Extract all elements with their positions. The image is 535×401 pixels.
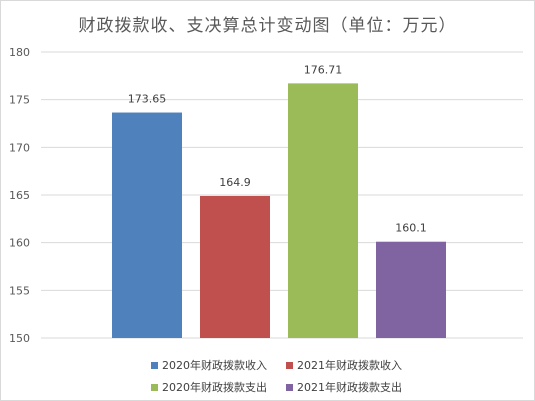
data-label-1: 173.65 — [128, 93, 167, 106]
data-label-4: 160.1 — [395, 222, 427, 235]
legend-label: 2020年财政拨款收入 — [162, 359, 267, 372]
legend-swatch — [151, 361, 158, 369]
legend: 2020年财政拨款收入 2021年财政拨款收入 2020年财政拨款支出 2021年财政… — [151, 357, 421, 395]
y-tick-label: 170 — [9, 141, 30, 154]
legend-label: 2020年财政拨款支出 — [162, 381, 267, 394]
legend-label: 2021年财政拨款收入 — [297, 359, 402, 372]
bar-1 — [112, 112, 182, 338]
bar-3 — [288, 83, 358, 338]
legend-swatch — [151, 383, 158, 391]
data-label-2: 164.9 — [219, 176, 251, 189]
y-tick-label: 150 — [9, 332, 30, 345]
y-tick-label: 175 — [9, 94, 30, 107]
chart-title: 财政拨款收、支决算总计变动图（单位：万元） — [78, 16, 457, 36]
y-tick-label: 155 — [9, 284, 30, 297]
y-tick-label: 165 — [9, 189, 30, 202]
legend-label: 2021年财政拨款支出 — [297, 381, 402, 394]
legend-item: 2021年财政拨款支出 — [286, 379, 421, 395]
legend-swatch — [286, 383, 293, 391]
y-tick-label: 160 — [9, 237, 30, 250]
legend-item: 2020年财政拨款收入 — [151, 357, 286, 373]
y-tick-label: 180 — [9, 46, 30, 59]
legend-item: 2021年财政拨款收入 — [286, 357, 421, 373]
legend-swatch — [286, 361, 293, 369]
legend-item: 2020年财政拨款支出 — [151, 379, 286, 395]
bar-4 — [376, 241, 446, 338]
data-label-3: 176.71 — [304, 63, 343, 76]
bar-2 — [200, 195, 270, 338]
